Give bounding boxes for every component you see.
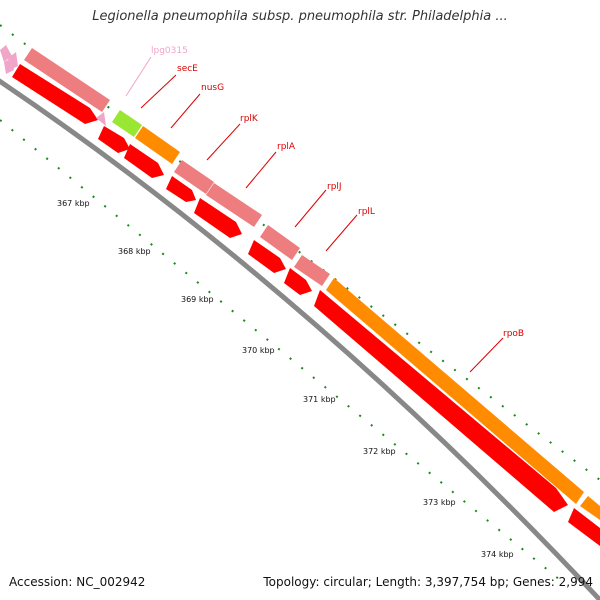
gene-label-rpoB[interactable]: rpoB [503,329,524,339]
gene-label-secE[interactable]: secE [177,64,198,74]
gene-feature-rplK[interactable] [174,160,214,194]
gene-label-rplJ[interactable]: rplJ [327,182,342,192]
cds-arrow[interactable] [4,58,14,74]
cds-arrow[interactable] [568,508,600,546]
outer-tick-ring [0,24,600,481]
leader-line [245,151,277,189]
genome-info-text: Topology: circular; Length: 3,397,754 bp… [263,575,593,589]
gene-feature-rpoB[interactable] [326,278,584,504]
gene-feature-rplJ[interactable] [260,225,300,260]
leader-line [125,56,152,97]
map-title: Legionella pneumophila subsp. pneumophil… [92,9,508,24]
cds-arrow[interactable] [284,268,312,295]
gene-label-nusG[interactable]: nusG [201,83,224,93]
kbp-label: 367 kbp [57,199,90,208]
leader-line [140,74,177,109]
gene-feature-nusG[interactable] [135,126,180,164]
backbone-ring [0,78,600,600]
gene-labels: lpg0315 secE nusG rplK rplA rplJ rplL rp… [125,46,524,373]
gene-feature-lpg0315[interactable] [24,48,110,112]
gene-label-rplK[interactable]: rplK [240,114,259,124]
gene-label-rplA[interactable]: rplA [277,142,296,152]
cds-arrow[interactable] [248,240,286,273]
gene-feature-rplL[interactable] [294,255,330,286]
kbp-label: 369 kbp [181,295,214,304]
gene-label-rplL[interactable]: rplL [358,207,375,217]
inner-tick-ring [0,119,561,581]
cds-arrow[interactable] [166,176,196,202]
gene-label-lpg0315[interactable]: lpg0315 [151,46,188,56]
gene-feature-rplA[interactable] [206,183,262,227]
leader-line [206,123,241,161]
cds-arrow[interactable] [96,112,106,126]
kbp-label: 372 kbp [363,447,396,456]
cds-arrow[interactable] [314,290,568,512]
kbp-label: 370 kbp [242,346,275,355]
kbp-label: 373 kbp [423,498,456,507]
cds-arrow[interactable] [194,198,242,238]
position-labels: 367 kbp 368 kbp 369 kbp 370 kbp 371 kbp … [57,199,514,559]
leader-line [325,214,358,252]
gene-feature-secE[interactable] [112,110,142,137]
cds-arrow[interactable] [98,126,130,153]
leader-line [469,337,504,373]
forward-track [0,45,600,520]
kbp-label: 374 kbp [481,550,514,559]
kbp-label: 368 kbp [118,247,151,256]
leader-line [294,189,327,228]
cds-track [4,58,600,546]
leader-line [170,93,201,129]
accession-text: Accession: NC_002942 [9,575,146,589]
gene-feature[interactable] [580,496,600,520]
kbp-label: 371 kbp [303,395,336,404]
cds-arrow[interactable] [124,144,164,178]
cds-arrow[interactable] [12,64,98,124]
